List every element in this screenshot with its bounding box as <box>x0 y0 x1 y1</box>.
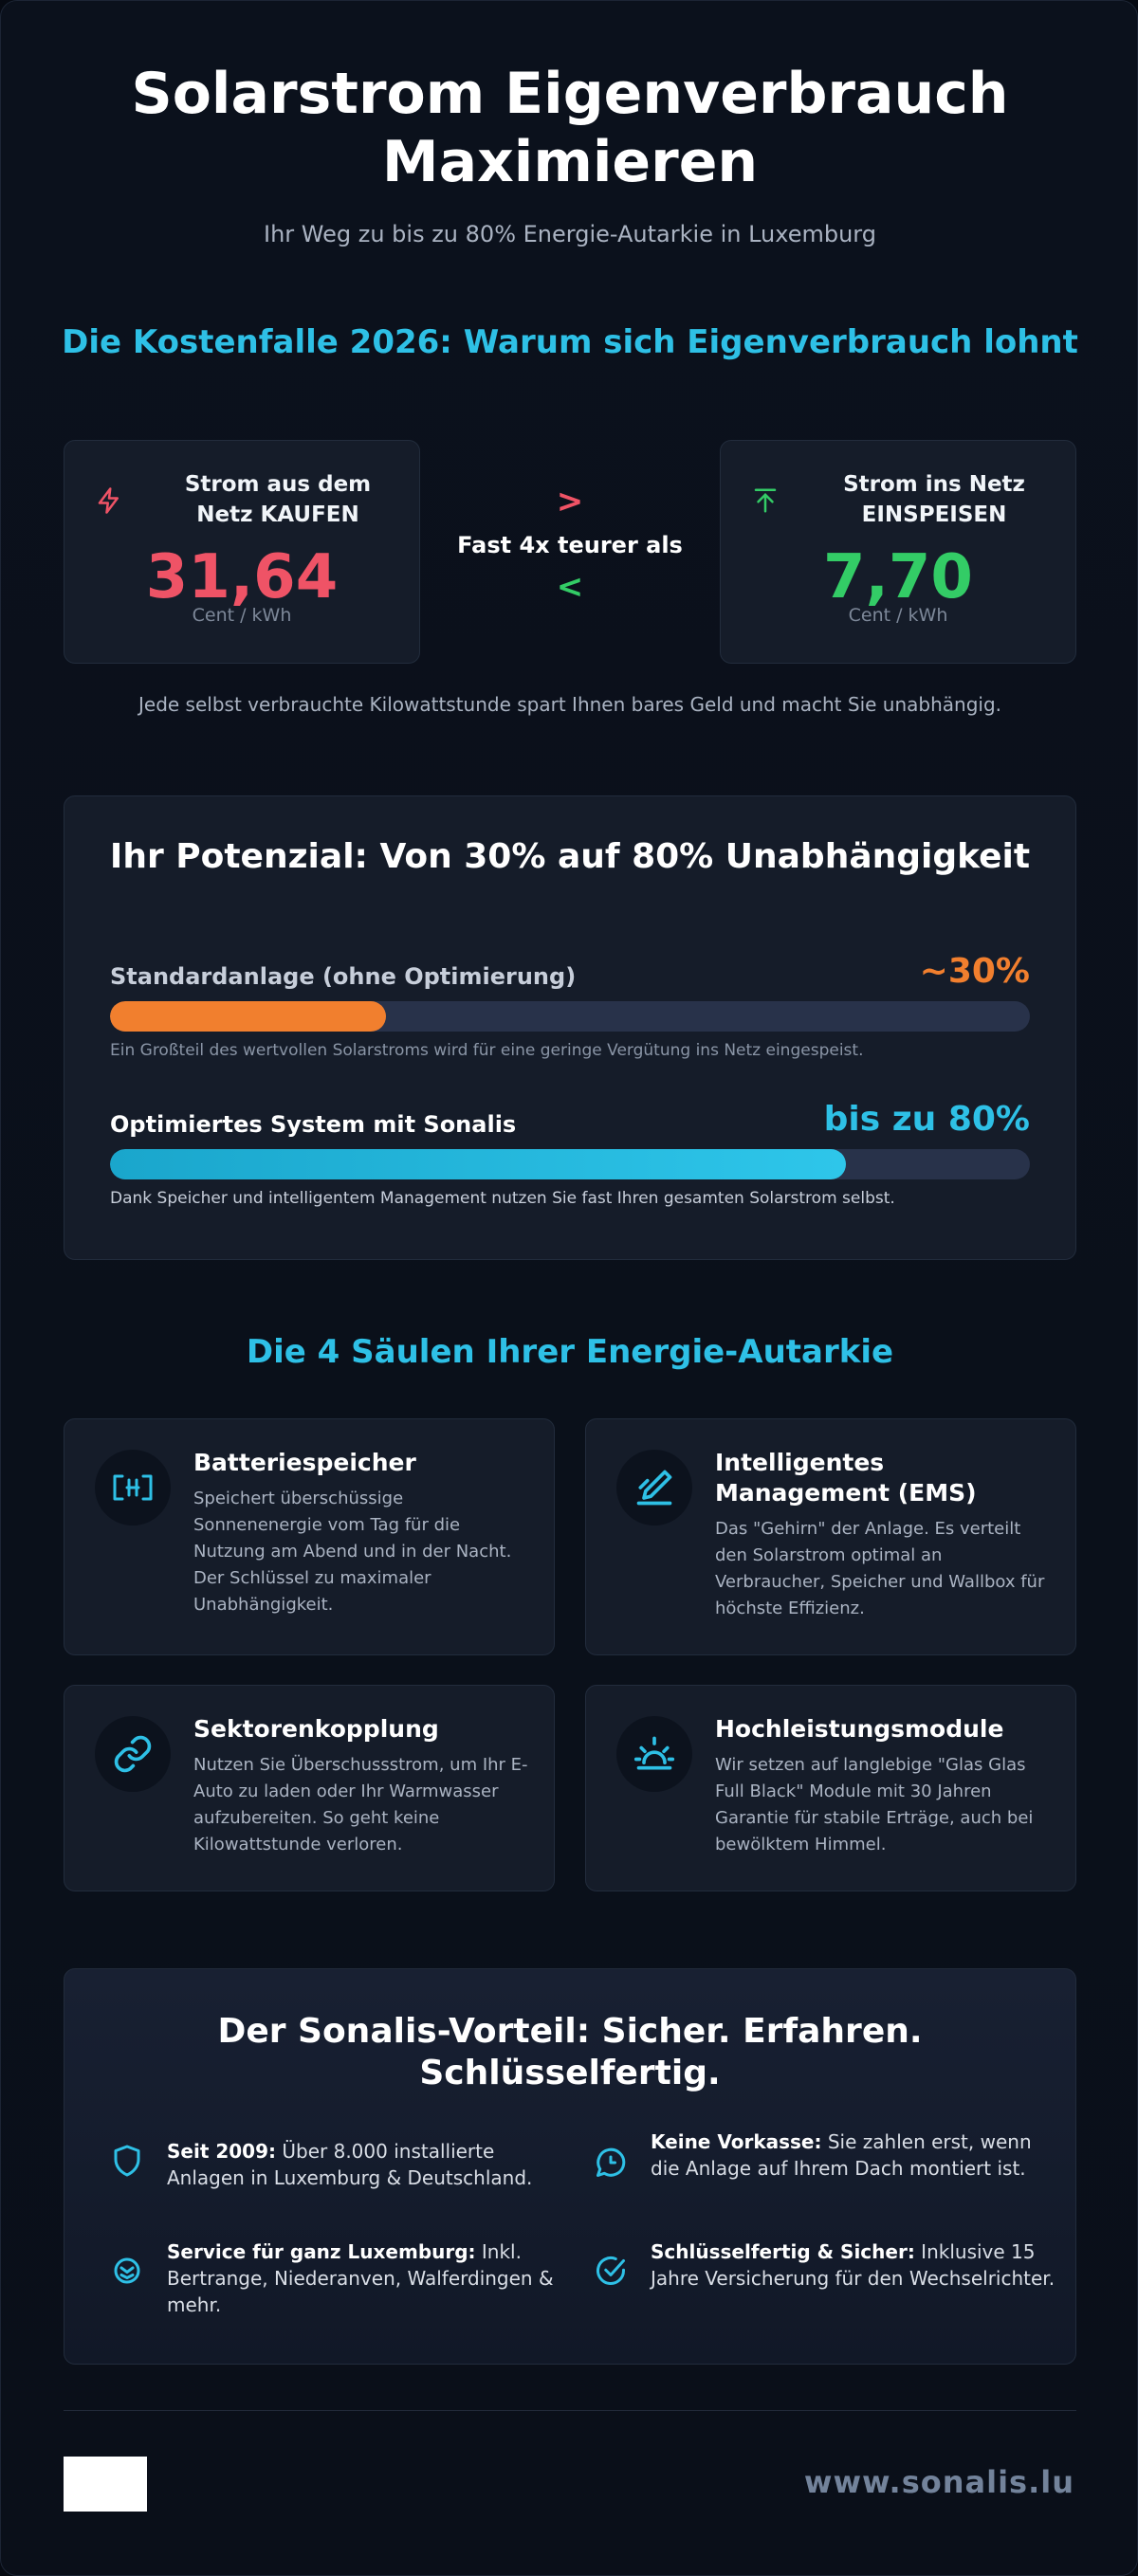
page-subtitle: Ihr Weg zu bis zu 80% Energie-Autarkie i… <box>264 221 876 247</box>
cost-section-heading: Die Kostenfalle 2026: Warum sich Eigenve… <box>62 323 1078 361</box>
comparison-text: Fast 4x teurer als <box>457 532 683 558</box>
location-badge-icon <box>114 2257 140 2284</box>
less-than-symbol: < <box>556 568 584 606</box>
advantage-bold: Keine Vorkasse: <box>651 2130 822 2153</box>
advantage-item: Service für ganz Luxemburg: Inkl. Bertra… <box>114 2238 575 2318</box>
advantages-title: Der Sonalis-Vorteil: Sicher. Erfahren. S… <box>217 2012 923 2092</box>
shield-icon <box>114 2145 140 2177</box>
advantage-text: Sie zahlen erst, wenn die Anlage auf Ihr… <box>651 2130 1032 2180</box>
advantage-item: Seit 2009: Über 8.000 installierte Anlag… <box>114 2138 575 2191</box>
pillar-card-sector-coupling: Sektorenkopplung Nutzen Sie Überschussst… <box>64 1685 555 1891</box>
optimized-bar-percent: bis zu 80% <box>823 1100 1030 1139</box>
sell-price-card: Strom ins Netz EINSPEISEN 7,70 Cent / kW… <box>720 440 1076 664</box>
standard-bar-track <box>110 1001 1030 1032</box>
greater-than-symbol: > <box>556 483 584 521</box>
optimized-bar-label: Optimiertes System mit Sonalis <box>110 1111 517 1138</box>
advantage-bold: Seit 2009: <box>167 2140 277 2163</box>
buy-price-value: 31,64 <box>145 542 339 612</box>
sell-price-unit: Cent / kWh <box>848 605 948 626</box>
buy-price-card: Strom aus dem Netz KAUFEN 31,64 Cent / k… <box>64 440 420 664</box>
pillar-description: Wir setzen auf langlebige "Glas Glas Ful… <box>715 1755 1034 1854</box>
standard-bar-description: Ein Großteil des wertvollen Solarstroms … <box>110 1041 864 1060</box>
advantage-bold: Service für ganz Luxemburg: <box>167 2240 476 2263</box>
advantage-item: Keine Vorkasse: Sie zahlen erst, wenn di… <box>597 2128 1058 2182</box>
footer-divider <box>64 2410 1076 2411</box>
check-circle-icon <box>597 2256 625 2285</box>
company-logo <box>64 2457 147 2512</box>
pillar-card-ems: Intelligentes Management (EMS) Das "Gehi… <box>585 1418 1076 1655</box>
savings-note: Jede selbst verbrauchte Kilowattstunde s… <box>138 693 1002 716</box>
advantage-text: Über 8.000 installierte Anlagen in Luxem… <box>167 2140 533 2189</box>
website-link[interactable]: www.sonalis.lu <box>803 2464 1074 2500</box>
buy-price-label: Strom aus dem Netz KAUFEN <box>184 472 372 527</box>
potential-card: Ihr Potenzial: Von 30% auf 80% Unabhängi… <box>64 795 1076 1260</box>
link-icon <box>95 1716 171 1792</box>
pillar-description: Nutzen Sie Überschussstrom, um Ihr E-Aut… <box>193 1755 528 1854</box>
standard-bar-label: Standardanlage (ohne Optimierung) <box>110 963 577 990</box>
advantage-item: Schlüsselfertig & Sicher: Inklusive 15 J… <box>597 2238 1058 2292</box>
chat-clock-icon <box>597 2147 626 2177</box>
pillar-description: Speichert überschüssige Sonnenenergie vo… <box>193 1489 512 1615</box>
edit-pen-icon <box>616 1450 692 1526</box>
optimized-bar-fill <box>110 1149 846 1179</box>
pillar-card-battery: Batteriespeicher Speichert überschüssige… <box>64 1418 555 1655</box>
sell-price-value: 7,70 <box>823 542 973 612</box>
advantages-card: Der Sonalis-Vorteil: Sicher. Erfahren. S… <box>64 1968 1076 2365</box>
sell-price-label: Strom ins Netz EINSPEISEN <box>843 472 1025 527</box>
upload-arrow-icon <box>754 488 777 513</box>
pillar-title: Batteriespeicher <box>193 1449 416 1476</box>
pillar-description: Das "Gehirn" der Anlage. Es verteilt den… <box>715 1519 1045 1618</box>
advantage-text: Inklusive 15 Jahre Versicherung für den … <box>651 2240 1055 2290</box>
sunrise-icon <box>616 1716 692 1792</box>
buy-price-unit: Cent / kWh <box>192 605 292 626</box>
pillars-section-heading: Die 4 Säulen Ihrer Energie-Autarkie <box>246 1333 894 1371</box>
pillar-title: Intelligentes Management (EMS) <box>715 1449 977 1507</box>
advantage-text: Inkl. Bertrange, Niederanven, Walferding… <box>167 2240 554 2316</box>
standard-bar-percent: ~30% <box>919 952 1030 991</box>
pillar-title: Sektorenkopplung <box>193 1715 439 1743</box>
optimized-bar-track <box>110 1149 1030 1179</box>
optimized-bar-description: Dank Speicher und intelligentem Manageme… <box>110 1189 895 1208</box>
pillar-card-modules: Hochleistungsmodule Wir setzen auf langl… <box>585 1685 1076 1891</box>
page-title: Solarstrom Eigenverbrauch Maximieren <box>131 61 1009 195</box>
potential-title: Ihr Potenzial: Von 30% auf 80% Unabhängi… <box>109 837 1031 876</box>
battery-icon <box>95 1450 171 1526</box>
standard-bar-fill <box>110 1001 386 1032</box>
pillar-title: Hochleistungsmodule <box>715 1715 1004 1743</box>
advantage-bold: Schlüsselfertig & Sicher: <box>651 2240 915 2263</box>
lightning-icon <box>98 487 119 514</box>
